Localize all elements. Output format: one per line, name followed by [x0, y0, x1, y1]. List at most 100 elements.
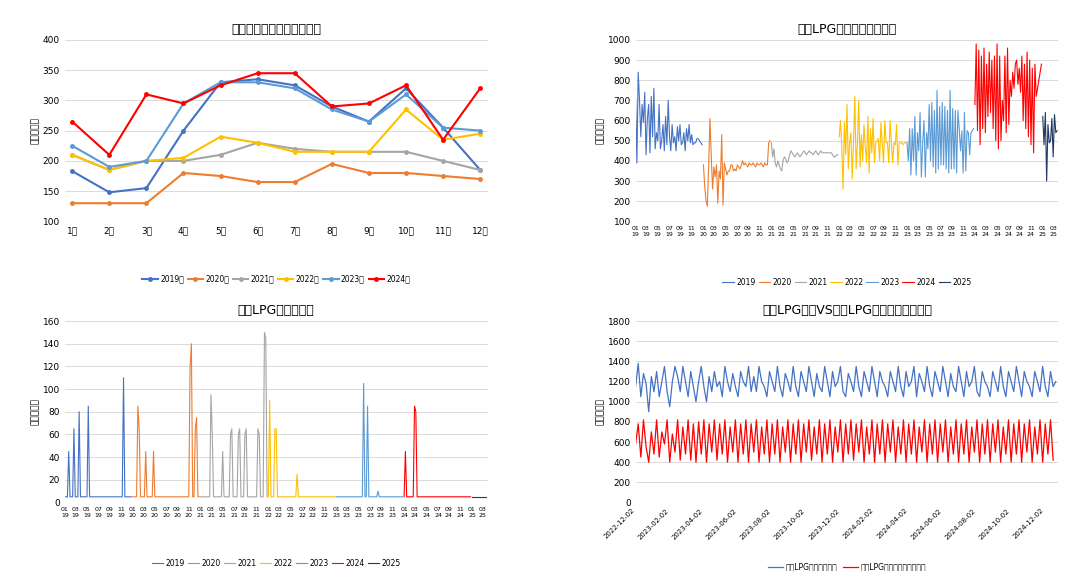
2022	[261, 493, 274, 500]
2023	[934, 162, 947, 168]
2024年	[252, 70, 265, 77]
2021年	[474, 167, 487, 174]
2023	[939, 103, 951, 110]
2024	[460, 493, 473, 500]
2022	[837, 186, 850, 192]
2019年	[474, 167, 487, 174]
2019	[82, 403, 95, 409]
美国LPG出口量（周）	[773, 383, 786, 390]
Y-axis label: 单位：千吨: 单位：千吨	[31, 399, 40, 425]
2023	[396, 493, 409, 500]
Line: 2022年: 2022年	[70, 108, 482, 172]
2024	[1035, 61, 1048, 67]
2020	[192, 493, 205, 500]
2024	[975, 53, 988, 59]
2022	[328, 493, 341, 500]
2023	[931, 87, 944, 94]
2023年	[177, 100, 190, 107]
2020	[724, 167, 737, 174]
2019	[632, 69, 645, 75]
2023	[335, 493, 348, 500]
2019	[637, 119, 650, 126]
2025	[1037, 113, 1050, 120]
2019年	[177, 127, 190, 134]
2022	[849, 93, 862, 100]
2024年	[66, 118, 79, 125]
2019	[125, 493, 138, 500]
2022	[303, 493, 316, 500]
2025	[1040, 178, 1053, 184]
2019年	[214, 79, 227, 86]
Line: 2021: 2021	[771, 143, 838, 171]
2021	[217, 493, 230, 500]
中国LPG进口量（滞后四周）	[975, 420, 988, 427]
2020	[150, 493, 163, 500]
2019年	[66, 168, 79, 175]
2020年	[103, 200, 116, 207]
Title: 中国LPG浮仓（日）: 中国LPG浮仓（日）	[238, 304, 314, 317]
2020	[743, 159, 756, 166]
2022	[870, 137, 883, 144]
2020年	[140, 200, 153, 207]
2023	[926, 99, 939, 106]
2025	[465, 493, 478, 500]
2023	[906, 125, 919, 132]
中国LPG进口量（滞后四周）	[753, 459, 766, 465]
2022	[900, 139, 913, 146]
2024	[1001, 45, 1014, 51]
2019年	[103, 189, 116, 196]
中国LPG进口量（滞后四周）	[718, 416, 731, 423]
2019年	[436, 124, 449, 131]
Line: 2025: 2025	[1043, 112, 1057, 181]
2025	[1041, 121, 1054, 128]
2025	[1047, 154, 1059, 160]
2019年	[252, 76, 265, 83]
2020	[189, 425, 202, 432]
2020年	[325, 160, 338, 167]
2019	[102, 493, 114, 500]
Legend: 美国LPG出口量（周）, 中国LPG进口量（滞后四周）: 美国LPG出口量（周）, 中国LPG进口量（滞后四周）	[765, 560, 930, 571]
2019	[58, 493, 71, 500]
2020	[734, 162, 747, 168]
2024	[1027, 150, 1040, 156]
2022	[878, 117, 891, 124]
2021	[827, 154, 840, 160]
Legend: 2019年, 2020年, 2021年, 2022年, 2023年, 2024年: 2019年, 2020年, 2021年, 2022年, 2023年, 2024年	[139, 271, 413, 287]
美国LPG出口量（周）	[1050, 378, 1063, 385]
2021年	[103, 167, 116, 174]
2019	[667, 139, 680, 146]
2022年	[474, 130, 487, 137]
2019	[117, 375, 130, 381]
2024年	[140, 91, 153, 98]
2024	[969, 101, 982, 108]
2020	[703, 115, 716, 122]
2022年	[400, 106, 413, 113]
2021年	[214, 151, 227, 158]
2025	[467, 493, 480, 500]
2021	[809, 147, 822, 154]
2024	[422, 493, 435, 500]
2021	[199, 493, 212, 500]
2022年	[325, 148, 338, 155]
2020	[158, 493, 171, 500]
2025	[478, 493, 491, 500]
美国LPG出口量（周）	[632, 360, 645, 367]
2019	[675, 142, 688, 148]
Line: 2024年: 2024年	[70, 71, 482, 156]
2019年	[363, 118, 376, 125]
2024	[397, 493, 410, 500]
2025	[1038, 142, 1051, 148]
2020	[731, 162, 744, 168]
Line: 2020年: 2020年	[70, 162, 482, 205]
Line: 2023: 2023	[907, 90, 973, 177]
2024	[403, 493, 416, 500]
2021年	[288, 146, 301, 152]
2019	[121, 493, 134, 500]
2025	[1045, 115, 1058, 122]
Line: 2019: 2019	[65, 378, 132, 497]
2021年	[177, 158, 190, 164]
2024	[970, 41, 983, 47]
2021年	[436, 158, 449, 164]
2020	[126, 493, 139, 500]
Y-axis label: 单位：千吨: 单位：千吨	[596, 117, 605, 144]
